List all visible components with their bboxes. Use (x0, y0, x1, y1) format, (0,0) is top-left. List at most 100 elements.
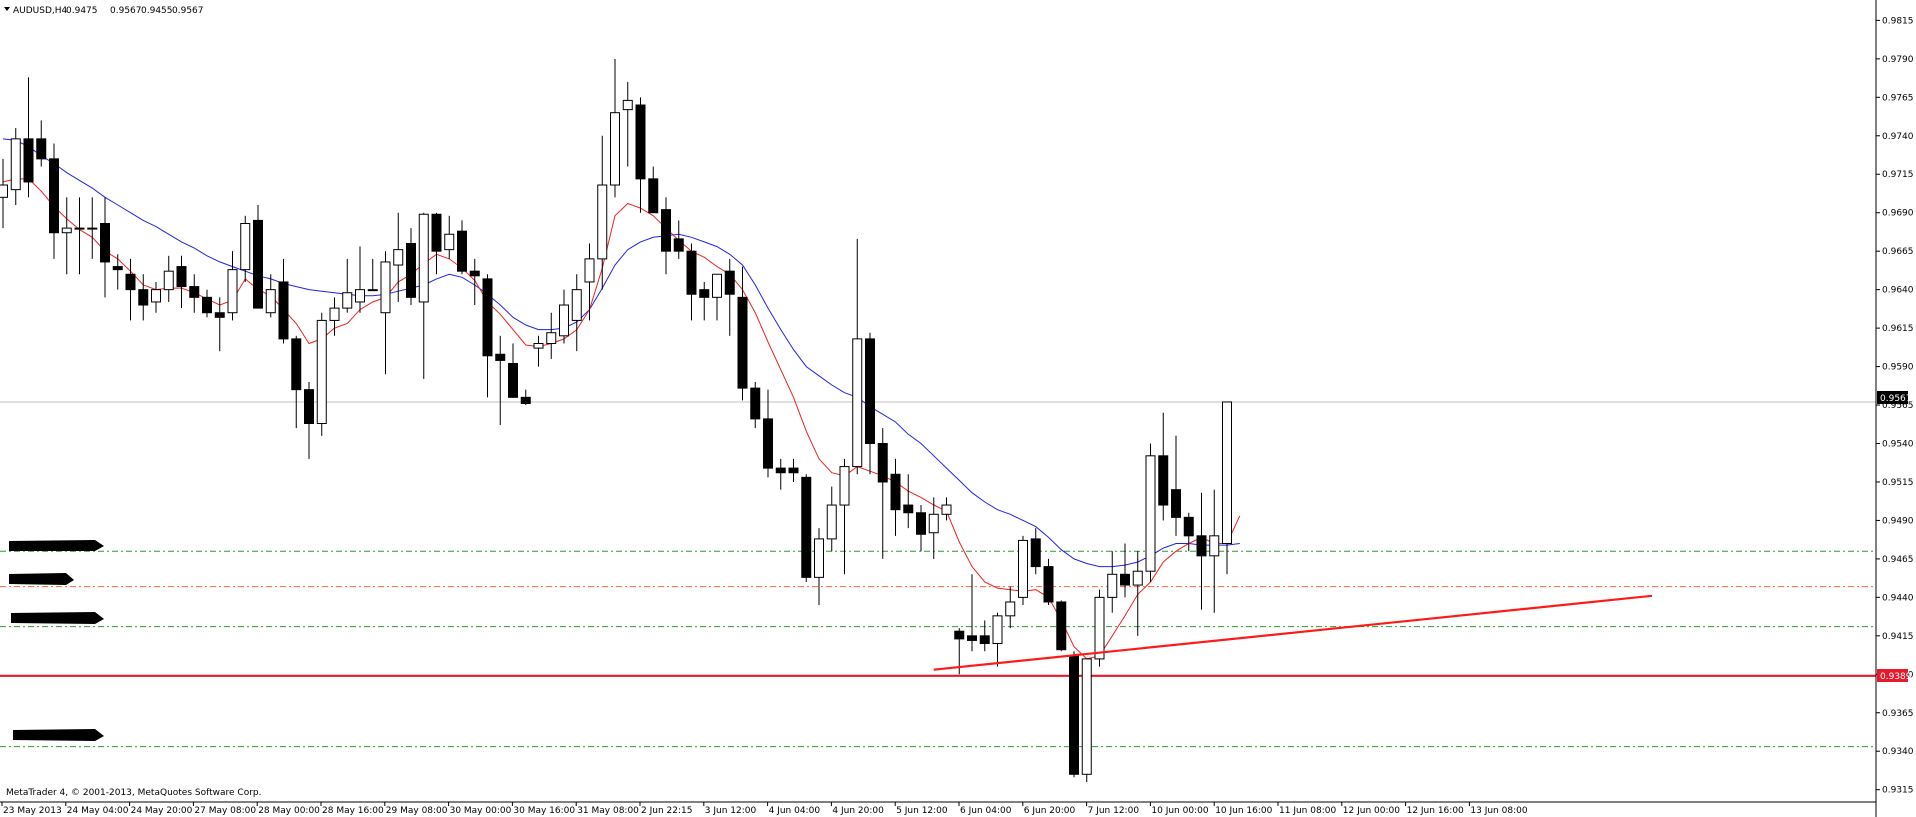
candle[interactable] (890, 458, 901, 536)
candle[interactable] (1209, 489, 1220, 613)
candle[interactable] (941, 497, 952, 521)
candle[interactable] (125, 258, 136, 321)
candle[interactable] (508, 343, 518, 398)
candle[interactable] (559, 289, 569, 344)
candle[interactable] (610, 58, 620, 198)
candle[interactable] (49, 143, 59, 259)
candle[interactable] (1120, 543, 1130, 598)
candle[interactable] (112, 254, 123, 290)
candle[interactable] (520, 389, 531, 406)
candle[interactable] (1018, 535, 1028, 606)
candle[interactable] (342, 258, 353, 313)
candle[interactable] (916, 505, 926, 552)
candle[interactable] (214, 297, 225, 352)
candle[interactable] (176, 255, 187, 309)
trendline[interactable] (933, 594, 1653, 671)
candle[interactable] (418, 212, 429, 379)
candle[interactable] (928, 497, 939, 559)
candle[interactable] (329, 297, 340, 336)
candle[interactable] (571, 274, 582, 352)
candle[interactable] (482, 274, 493, 398)
candle[interactable] (712, 273, 722, 321)
candle[interactable] (724, 258, 735, 336)
candle[interactable] (814, 528, 824, 606)
candle[interactable] (0, 158, 8, 229)
candle[interactable] (189, 274, 200, 313)
candle[interactable] (469, 258, 480, 306)
candle[interactable] (151, 281, 161, 313)
candle[interactable] (253, 205, 263, 309)
candle[interactable] (138, 274, 149, 321)
candle[interactable] (903, 474, 914, 529)
candle[interactable] (1030, 528, 1041, 575)
candle[interactable] (763, 389, 773, 478)
candle[interactable] (1056, 600, 1067, 652)
candle[interactable] (393, 212, 404, 302)
candle[interactable] (316, 312, 327, 436)
candle[interactable] (61, 197, 72, 275)
candle[interactable] (380, 251, 391, 375)
candle[interactable] (1158, 412, 1169, 521)
candle[interactable] (1132, 551, 1143, 636)
candle[interactable] (750, 381, 761, 429)
candle[interactable] (367, 258, 378, 292)
candle[interactable] (23, 77, 34, 198)
candle[interactable] (584, 243, 595, 321)
candle[interactable] (1107, 551, 1118, 613)
candle[interactable] (648, 166, 659, 214)
candle[interactable] (826, 486, 837, 552)
candle[interactable] (1094, 589, 1105, 667)
candle[interactable] (1069, 651, 1079, 778)
candle[interactable] (686, 243, 697, 321)
candles[interactable] (0, 58, 1232, 782)
candle[interactable] (406, 228, 416, 306)
candle[interactable] (10, 128, 21, 206)
candle[interactable] (546, 312, 557, 359)
candle[interactable] (1222, 401, 1232, 575)
candle[interactable] (597, 135, 608, 290)
candle[interactable] (1043, 558, 1054, 606)
candle[interactable] (278, 258, 289, 344)
candle[interactable] (304, 381, 314, 459)
candle[interactable] (533, 335, 544, 367)
candle[interactable] (265, 274, 276, 318)
candle[interactable] (1196, 492, 1207, 610)
candle[interactable] (163, 255, 174, 302)
candle[interactable] (495, 335, 506, 426)
candle[interactable] (240, 215, 251, 282)
candle[interactable] (1171, 435, 1181, 536)
candle[interactable] (202, 289, 212, 318)
candle[interactable] (661, 197, 671, 275)
candle[interactable] (699, 281, 710, 321)
candle[interactable] (431, 212, 442, 275)
candle[interactable] (1005, 586, 1016, 629)
candle[interactable] (635, 97, 646, 213)
dropdown-triangle-icon[interactable] (4, 7, 10, 11)
candle[interactable] (877, 428, 888, 559)
candle[interactable] (852, 238, 863, 475)
candle[interactable] (36, 120, 47, 167)
candle[interactable] (775, 458, 786, 490)
candle[interactable] (839, 458, 850, 575)
candle[interactable] (788, 458, 799, 482)
candle[interactable] (979, 620, 990, 652)
candle[interactable] (355, 246, 365, 313)
candle[interactable] (87, 197, 98, 259)
candle[interactable] (1183, 512, 1194, 552)
candle[interactable] (291, 335, 302, 429)
candle[interactable] (967, 574, 977, 652)
candle[interactable] (227, 251, 238, 321)
candle[interactable] (74, 197, 85, 275)
candle[interactable] (444, 215, 455, 259)
candle[interactable] (737, 266, 748, 401)
candle[interactable] (1145, 443, 1156, 582)
candle[interactable] (673, 220, 684, 259)
candle[interactable] (457, 220, 467, 275)
candle[interactable] (865, 332, 875, 475)
candle[interactable] (1081, 658, 1092, 782)
candle[interactable] (992, 612, 1003, 667)
candle[interactable] (100, 197, 110, 298)
candle[interactable] (622, 81, 633, 167)
candle[interactable] (801, 474, 812, 582)
